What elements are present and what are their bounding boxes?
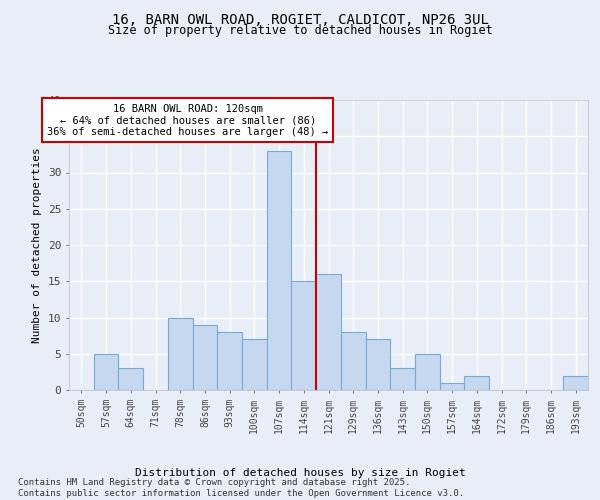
- Bar: [415, 354, 440, 390]
- Bar: [193, 325, 217, 390]
- Bar: [316, 274, 341, 390]
- Y-axis label: Number of detached properties: Number of detached properties: [32, 147, 43, 343]
- Text: 16 BARN OWL ROAD: 120sqm
← 64% of detached houses are smaller (86)
36% of semi-d: 16 BARN OWL ROAD: 120sqm ← 64% of detach…: [47, 104, 328, 137]
- Bar: [267, 151, 292, 390]
- Bar: [563, 376, 588, 390]
- Bar: [440, 383, 464, 390]
- Text: Size of property relative to detached houses in Rogiet: Size of property relative to detached ho…: [107, 24, 493, 37]
- Bar: [118, 368, 143, 390]
- Bar: [292, 281, 316, 390]
- Text: Distribution of detached houses by size in Rogiet: Distribution of detached houses by size …: [134, 468, 466, 477]
- Bar: [242, 339, 267, 390]
- Bar: [168, 318, 193, 390]
- Bar: [390, 368, 415, 390]
- Bar: [94, 354, 118, 390]
- Bar: [341, 332, 365, 390]
- Bar: [365, 339, 390, 390]
- Bar: [464, 376, 489, 390]
- Text: 16, BARN OWL ROAD, ROGIET, CALDICOT, NP26 3UL: 16, BARN OWL ROAD, ROGIET, CALDICOT, NP2…: [112, 12, 488, 26]
- Text: Contains HM Land Registry data © Crown copyright and database right 2025.
Contai: Contains HM Land Registry data © Crown c…: [18, 478, 464, 498]
- Bar: [217, 332, 242, 390]
